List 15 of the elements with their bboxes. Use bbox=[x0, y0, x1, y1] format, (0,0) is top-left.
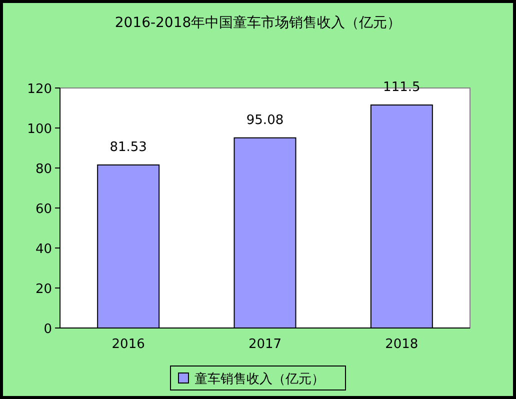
x-tick-label: 2018 bbox=[385, 337, 418, 352]
y-tick-label: 120 bbox=[27, 82, 52, 97]
y-tick-label: 60 bbox=[35, 202, 52, 217]
x-tick-label: 2017 bbox=[248, 337, 282, 352]
chart-title: 2016-2018年中国童车市场销售收入（亿元） bbox=[114, 15, 402, 31]
legend-label: 童车销售收入（亿元） bbox=[194, 371, 324, 387]
data-label: 81.53 bbox=[110, 140, 147, 155]
x-tick-label: 2016 bbox=[112, 337, 145, 352]
data-label: 111.5 bbox=[383, 80, 420, 95]
y-tick-label: 40 bbox=[35, 242, 52, 257]
y-tick-label: 100 bbox=[27, 122, 52, 137]
y-tick-label: 0 bbox=[44, 322, 52, 337]
y-tick-label: 80 bbox=[35, 162, 52, 177]
data-label: 95.08 bbox=[246, 112, 284, 128]
y-tick-label: 20 bbox=[35, 282, 52, 297]
